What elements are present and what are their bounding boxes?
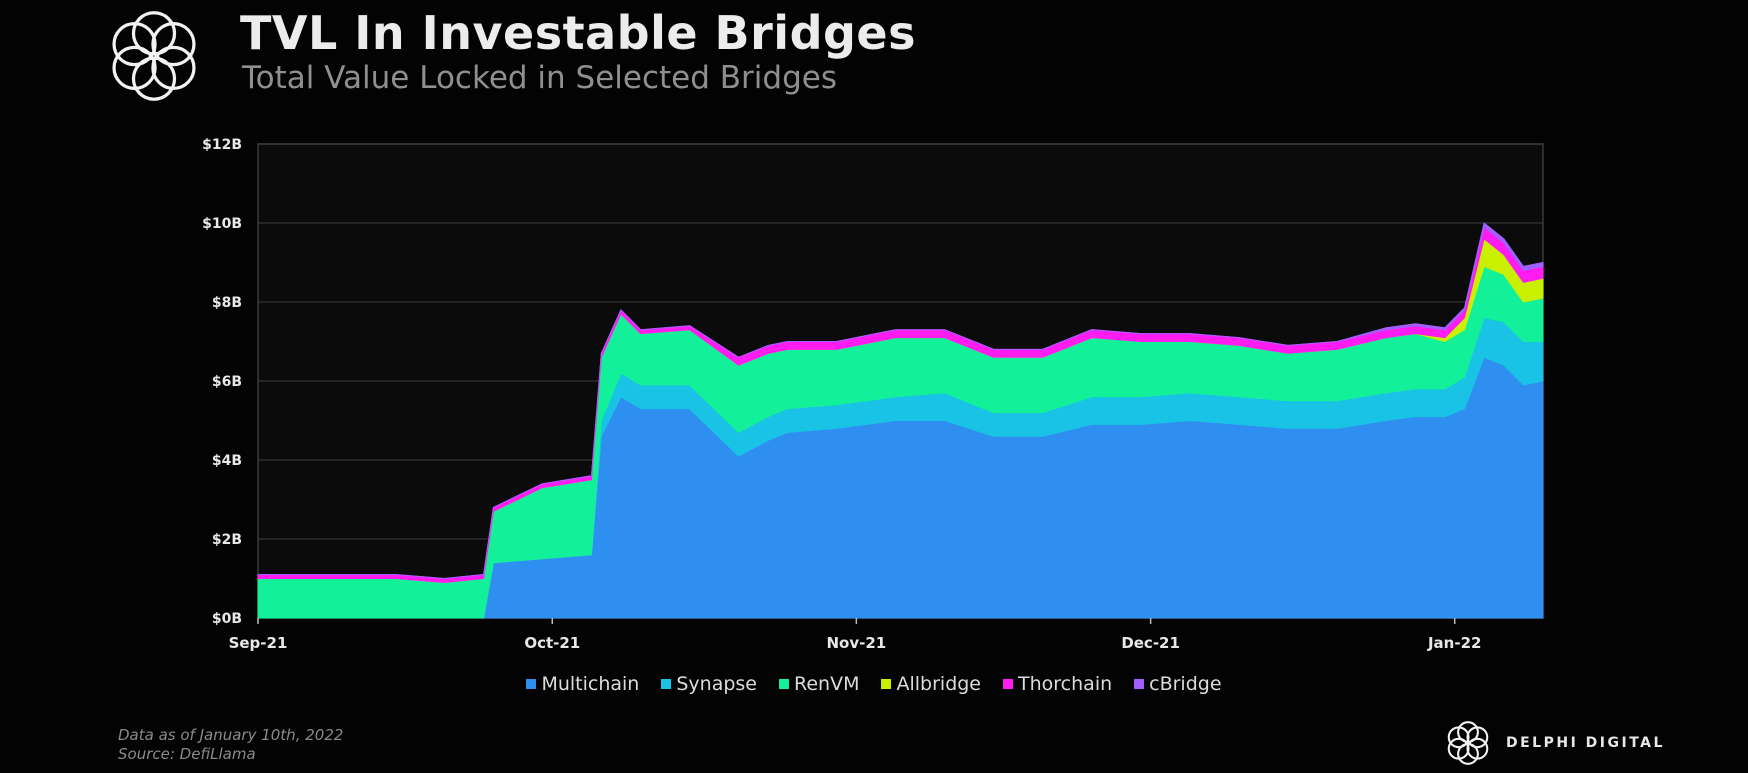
y-tick-label: $2B [212,532,242,548]
source-note: Source: DefiLlama [118,745,256,763]
data-as-of-note: Data as of January 10th, 2022 [118,726,344,744]
y-tick-label: $4B [212,453,242,469]
legend-swatch [779,679,789,689]
chart-legend: Multichain Synapse RenVM Allbridge Thorchain… [0,673,1748,695]
stacked-area-chart: $0B $2B $4B $6B $8B $10B $12B Sep-21 Oct-21 Nov-… [202,137,1544,652]
legend-item-multichain: Multichain [526,673,639,695]
chart-title: TVL In Investable Bridges [240,6,916,60]
legend-item-cbridge: cBridge [1134,673,1222,695]
x-axis: Sep-21 Oct-21 Nov-21 Dec-21 Jan-22 [229,618,1481,652]
legend-label: Synapse [676,673,757,695]
legend-label: Allbridge [896,673,982,695]
x-tick-label: Oct-21 [524,634,580,652]
legend-swatch [881,679,892,689]
x-tick-label: Nov-21 [826,634,886,652]
delphi-logo-icon [112,11,196,101]
legend-label: cBridge [1149,673,1222,695]
legend-label: RenVM [794,673,860,695]
y-tick-label: $0B [212,611,242,627]
legend-swatch [661,679,672,689]
y-tick-label: $12B [202,137,242,153]
brand-name: DELPHI DIGITAL [1506,735,1665,751]
brand-mark: DELPHI DIGITAL [1442,716,1665,770]
delphi-brand-logo-icon [1447,721,1489,765]
legend-swatch [1003,679,1014,689]
y-axis: $0B $2B $4B $6B $8B $10B $12B [202,137,242,627]
legend-item-renvm: RenVM [779,673,859,695]
legend-item-thorchain: Thorchain [1003,673,1112,695]
legend-swatch [526,679,537,689]
footnote: Data as of January 10th, 2022 Source: De… [118,726,343,764]
legend-item-synapse: Synapse [661,673,757,695]
chart-subtitle: Total Value Locked in Selected Bridges [242,60,837,96]
x-tick-label: Dec-21 [1121,634,1180,652]
legend-swatch [1134,679,1145,689]
x-tick-label: Jan-22 [1427,634,1481,652]
legend-label: Multichain [541,673,640,695]
legend-item-allbridge: Allbridge [881,673,981,695]
y-tick-label: $10B [202,216,242,232]
x-tick-label: Sep-21 [229,634,288,652]
area-cbridge [257,222,1544,579]
legend-label: Thorchain [1018,673,1113,695]
y-tick-label: $6B [212,374,242,390]
y-tick-label: $8B [212,295,242,311]
series-areas [257,222,1544,619]
